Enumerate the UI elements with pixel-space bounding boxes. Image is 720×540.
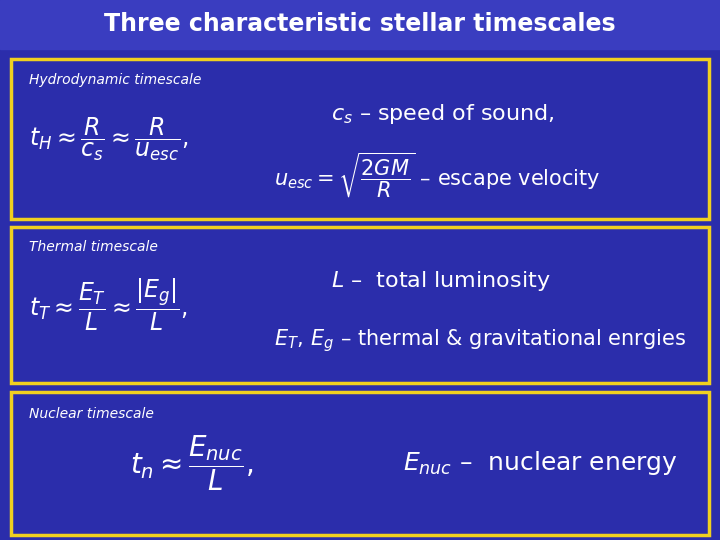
Text: $t_{n} \approx \dfrac{E_{nuc}}{L},$: $t_{n} \approx \dfrac{E_{nuc}}{L},$: [130, 433, 253, 493]
Text: $c_{s}$ – speed of sound,: $c_{s}$ – speed of sound,: [331, 103, 554, 126]
Text: $u_{esc} = \sqrt{\dfrac{2GM}{R}}$ – escape velocity: $u_{esc} = \sqrt{\dfrac{2GM}{R}}$ – esca…: [274, 151, 600, 200]
Text: Nuclear timescale: Nuclear timescale: [29, 407, 153, 421]
Text: Three characteristic stellar timescales: Three characteristic stellar timescales: [104, 12, 616, 36]
Text: $t_{T} \approx \dfrac{E_{T}}{L} \approx \dfrac{|E_{g}|}{L},$: $t_{T} \approx \dfrac{E_{T}}{L} \approx …: [29, 277, 188, 333]
Text: $L$ –  total luminosity: $L$ – total luminosity: [331, 269, 551, 293]
Text: $t_{H} \approx \dfrac{R}{c_{s}} \approx \dfrac{R}{u_{esc}},$: $t_{H} \approx \dfrac{R}{c_{s}} \approx …: [29, 115, 188, 163]
Text: Hydrodynamic timescale: Hydrodynamic timescale: [29, 73, 201, 87]
Text: Thermal timescale: Thermal timescale: [29, 240, 158, 254]
Text: $E_{T},\, E_{g}$ – thermal & gravitational enrgies: $E_{T},\, E_{g}$ – thermal & gravitation…: [274, 327, 686, 354]
FancyBboxPatch shape: [11, 227, 709, 383]
FancyBboxPatch shape: [0, 0, 720, 49]
FancyBboxPatch shape: [11, 59, 709, 219]
Text: $E_{nuc}$ –  nuclear energy: $E_{nuc}$ – nuclear energy: [403, 449, 678, 477]
FancyBboxPatch shape: [11, 392, 709, 535]
